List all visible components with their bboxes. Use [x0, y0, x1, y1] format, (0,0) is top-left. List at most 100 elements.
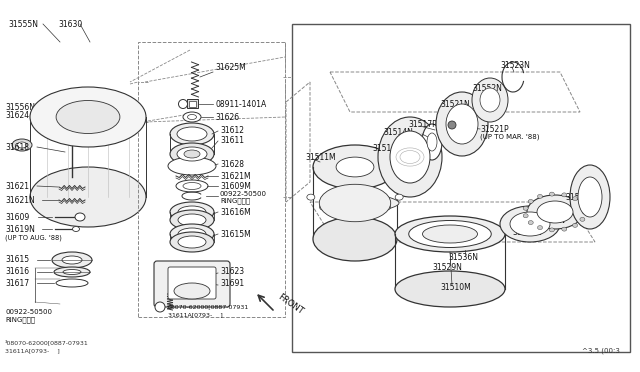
Ellipse shape	[56, 279, 88, 287]
Ellipse shape	[562, 193, 567, 197]
Text: 31615M: 31615M	[220, 230, 251, 238]
Ellipse shape	[510, 212, 550, 236]
Ellipse shape	[582, 210, 588, 214]
Ellipse shape	[336, 157, 374, 177]
Text: 31611: 31611	[220, 135, 244, 144]
Ellipse shape	[378, 117, 442, 197]
Text: 31617: 31617	[5, 279, 29, 288]
Text: 31621M: 31621M	[220, 171, 251, 180]
Ellipse shape	[549, 228, 554, 232]
Ellipse shape	[170, 210, 214, 230]
Ellipse shape	[395, 194, 403, 200]
Text: 31555N: 31555N	[8, 19, 38, 29]
Ellipse shape	[170, 232, 214, 252]
Text: 31621: 31621	[5, 182, 29, 190]
Ellipse shape	[340, 210, 348, 216]
Ellipse shape	[528, 199, 533, 203]
Text: RINGリング: RINGリング	[5, 317, 35, 323]
Ellipse shape	[472, 78, 508, 122]
Text: 31521P: 31521P	[480, 125, 509, 134]
Text: 31616: 31616	[5, 267, 29, 276]
Ellipse shape	[409, 221, 492, 247]
Ellipse shape	[523, 206, 528, 210]
Ellipse shape	[319, 204, 328, 210]
Ellipse shape	[313, 217, 397, 261]
Ellipse shape	[177, 127, 207, 141]
Ellipse shape	[537, 201, 573, 223]
Text: (UP TO MAR. '88): (UP TO MAR. '88)	[480, 134, 540, 140]
Text: (UP TO AUG. '88): (UP TO AUG. '88)	[5, 235, 62, 241]
Ellipse shape	[582, 210, 588, 214]
Ellipse shape	[178, 228, 206, 240]
Text: ³08070-62000[0887-07931: ³08070-62000[0887-07931	[5, 339, 89, 345]
Ellipse shape	[480, 88, 500, 112]
Ellipse shape	[573, 197, 577, 201]
Ellipse shape	[12, 139, 32, 151]
Ellipse shape	[527, 195, 583, 229]
Ellipse shape	[179, 99, 188, 109]
Ellipse shape	[500, 206, 560, 242]
Text: 31611A[0793-    ]: 31611A[0793- ]	[168, 312, 223, 317]
Ellipse shape	[580, 217, 585, 221]
Ellipse shape	[54, 267, 90, 277]
Text: 31625M: 31625M	[215, 62, 246, 71]
FancyBboxPatch shape	[187, 99, 198, 108]
Ellipse shape	[549, 192, 554, 196]
Ellipse shape	[183, 112, 201, 122]
Ellipse shape	[578, 177, 602, 217]
Ellipse shape	[69, 128, 75, 138]
Ellipse shape	[362, 210, 371, 216]
Text: 31691: 31691	[220, 279, 244, 289]
Ellipse shape	[30, 87, 146, 147]
Ellipse shape	[436, 92, 488, 156]
Ellipse shape	[170, 143, 214, 165]
Ellipse shape	[528, 221, 533, 225]
Text: 31609M: 31609M	[220, 182, 251, 190]
Ellipse shape	[75, 213, 85, 221]
Text: N: N	[180, 102, 186, 106]
Ellipse shape	[422, 124, 442, 160]
Text: 31628: 31628	[220, 160, 244, 169]
Ellipse shape	[155, 302, 165, 312]
Ellipse shape	[177, 147, 207, 161]
Ellipse shape	[573, 223, 577, 227]
Ellipse shape	[30, 167, 146, 227]
Text: 08070-62000[0887-07931: 08070-62000[0887-07931	[168, 305, 249, 310]
Ellipse shape	[62, 256, 82, 264]
Text: 31529N: 31529N	[432, 263, 462, 272]
Ellipse shape	[174, 283, 210, 299]
Ellipse shape	[56, 100, 120, 134]
Text: 31516P: 31516P	[372, 144, 401, 153]
Ellipse shape	[52, 252, 92, 268]
Text: 31624: 31624	[5, 110, 29, 119]
Text: 31536N: 31536N	[448, 253, 478, 262]
Text: 08911-1401A: 08911-1401A	[215, 99, 266, 109]
Ellipse shape	[170, 123, 214, 145]
Text: 00922-50500: 00922-50500	[220, 191, 267, 197]
Text: 31538N: 31538N	[565, 192, 595, 202]
Ellipse shape	[383, 204, 390, 210]
Text: 31514N: 31514N	[383, 128, 413, 137]
Text: 31611A[0793-    ]: 31611A[0793- ]	[5, 348, 60, 353]
FancyBboxPatch shape	[168, 267, 216, 299]
Text: 31609: 31609	[5, 212, 29, 221]
FancyBboxPatch shape	[154, 261, 230, 307]
Ellipse shape	[427, 133, 437, 151]
Ellipse shape	[188, 115, 196, 119]
Text: B: B	[158, 305, 162, 310]
Bar	[292, 24, 630, 352]
Text: 31567N: 31567N	[535, 215, 565, 224]
Ellipse shape	[184, 150, 200, 158]
Ellipse shape	[56, 122, 64, 126]
Text: 31510M: 31510M	[440, 282, 471, 292]
Ellipse shape	[570, 165, 610, 229]
Ellipse shape	[390, 131, 430, 183]
Ellipse shape	[17, 142, 27, 148]
Text: 31521N: 31521N	[440, 99, 470, 109]
Text: 31523N: 31523N	[500, 61, 530, 70]
Ellipse shape	[168, 157, 216, 175]
Ellipse shape	[176, 180, 208, 192]
Text: 31623: 31623	[220, 267, 244, 276]
Text: RINGリング: RINGリング	[220, 198, 250, 204]
Ellipse shape	[170, 202, 214, 222]
